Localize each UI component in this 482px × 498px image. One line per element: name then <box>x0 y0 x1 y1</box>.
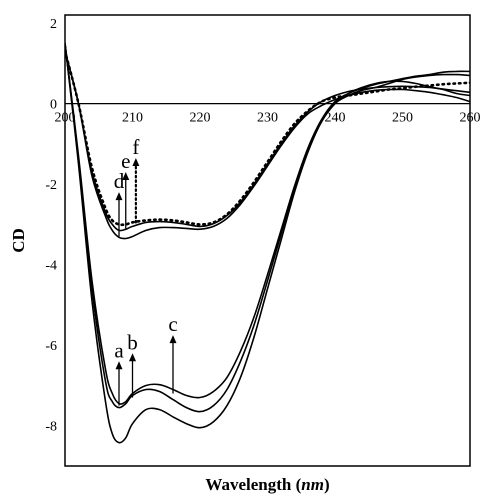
y-tick-label--8: -8 <box>45 420 57 435</box>
y-axis-title: CD <box>9 228 28 253</box>
annotation-arrowhead-e <box>122 172 130 181</box>
annotation-label-b: b <box>127 330 138 354</box>
annotation-c: c <box>168 312 178 394</box>
x-axis-title-close: ) <box>324 475 330 494</box>
annotation-label-e: e <box>121 149 130 173</box>
annotation-label-f: f <box>132 135 139 159</box>
y-tick-labels: 2 0 -2 -4 -6 -8 <box>45 17 57 435</box>
series-line-c <box>65 43 470 405</box>
annotation-f: f <box>132 135 140 224</box>
annotation-arrowhead-c <box>169 335 177 344</box>
annotation-label-a: a <box>114 338 124 362</box>
annotation-layer: a b c def <box>114 135 178 406</box>
series-line-b <box>65 43 470 413</box>
annotation-b: b <box>127 330 138 398</box>
x-tick-label-240: 240 <box>325 111 346 126</box>
annotation-d: d <box>114 169 125 237</box>
x-tick-label-210: 210 <box>122 111 143 126</box>
annotation-e: e <box>121 149 130 229</box>
annotation-a: a <box>114 338 124 406</box>
series-layer <box>65 43 470 444</box>
plot-frame <box>64 14 471 467</box>
y-tick-label--6: -6 <box>45 339 57 354</box>
annotation-arrowhead-a <box>115 361 123 370</box>
x-tick-label-200: 200 <box>55 111 76 126</box>
y-tick-label-0: 0 <box>50 98 57 113</box>
x-tick-label-260: 260 <box>460 111 481 126</box>
x-axis-title-unit: nm <box>301 475 324 494</box>
y-tick-label--4: -4 <box>45 259 57 274</box>
annotation-arrowhead-b <box>129 353 136 362</box>
x-axis-title-main: Wavelength ( <box>205 475 301 494</box>
x-tick-label-230: 230 <box>257 111 278 126</box>
annotation-arrowhead-d <box>115 192 123 201</box>
annotation-label-d: d <box>114 169 125 193</box>
x-tick-label-220: 220 <box>190 111 211 126</box>
y-tick-label-2: 2 <box>50 17 57 32</box>
y-tick-label--2: -2 <box>45 178 57 193</box>
x-axis-title: Wavelength (nm) <box>205 475 329 494</box>
x-tick-labels: 200 210 220 230 240 250 260 <box>55 111 481 126</box>
annotation-label-c: c <box>168 312 177 336</box>
annotation-arrowhead-f <box>132 157 140 166</box>
x-tick-label-250: 250 <box>392 111 413 126</box>
series-line-f <box>65 49 470 227</box>
